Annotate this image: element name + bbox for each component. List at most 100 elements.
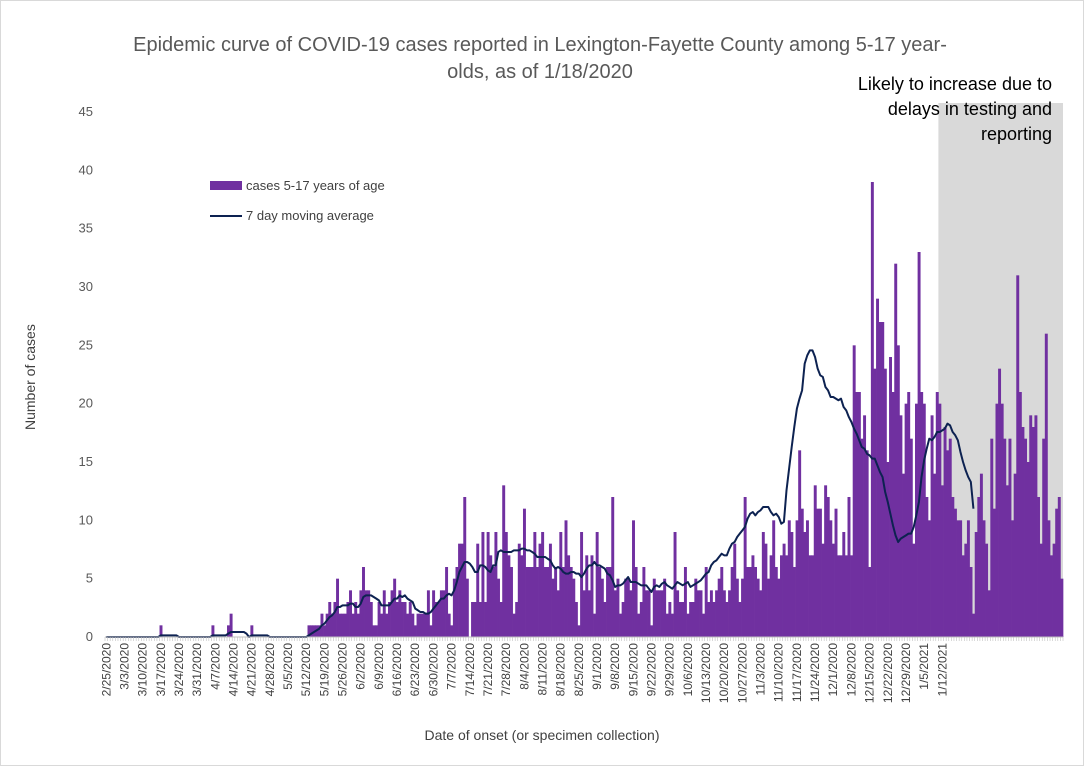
- y-tick-label: 0: [86, 629, 93, 644]
- annotation-line-3: reporting: [980, 124, 1052, 144]
- bar: [800, 508, 804, 637]
- bar: [554, 567, 558, 637]
- bar: [359, 590, 363, 637]
- bar: [541, 532, 545, 637]
- bar: [434, 602, 438, 637]
- bar: [1005, 485, 1009, 637]
- bar: [904, 403, 908, 637]
- bar: [689, 602, 693, 637]
- bar: [655, 590, 659, 637]
- bar: [561, 567, 565, 637]
- x-tick-label: 3/24/2020: [172, 643, 186, 697]
- bar: [751, 555, 755, 637]
- x-tick-label: 9/22/2020: [645, 643, 659, 697]
- bar: [450, 625, 454, 637]
- bar: [486, 532, 490, 637]
- x-tick-label: 11/24/2020: [808, 643, 822, 702]
- bar: [535, 567, 539, 637]
- bar: [746, 567, 750, 637]
- bar: [533, 532, 537, 637]
- bar: [857, 392, 861, 637]
- bar: [868, 567, 872, 637]
- bar: [1047, 520, 1051, 637]
- bar: [642, 567, 646, 637]
- bar: [982, 520, 986, 637]
- bar: [787, 520, 791, 637]
- bar: [458, 543, 462, 637]
- bar: [754, 567, 757, 637]
- bar: [465, 578, 469, 637]
- bar: [437, 602, 441, 637]
- x-tick-label: 6/23/2020: [408, 643, 422, 697]
- bar: [629, 590, 633, 637]
- x-tick-label: 11/3/2020: [754, 643, 768, 696]
- bar: [972, 613, 976, 637]
- bar: [803, 532, 807, 637]
- bar: [442, 590, 446, 637]
- bar: [211, 625, 215, 637]
- bar: [595, 532, 599, 637]
- bar: [865, 450, 869, 637]
- x-tick-label: 9/15/2020: [626, 643, 640, 697]
- bar: [159, 625, 163, 637]
- x-tick-label: 6/9/2020: [372, 643, 386, 690]
- bar: [891, 392, 895, 637]
- x-tick-label: 9/29/2020: [663, 643, 677, 697]
- bar: [860, 438, 864, 637]
- bar: [343, 613, 347, 637]
- bar: [852, 345, 856, 637]
- bar: [683, 567, 687, 637]
- bar: [1029, 415, 1033, 637]
- bar: [992, 508, 996, 637]
- bar: [551, 578, 555, 637]
- bar: [948, 438, 952, 637]
- bar: [657, 590, 661, 637]
- x-tick-label: 8/11/2020: [535, 643, 549, 696]
- bar: [938, 403, 942, 637]
- bar: [447, 613, 451, 637]
- bar: [1052, 543, 1056, 637]
- x-tick-label: 5/12/2020: [299, 643, 313, 697]
- bar: [310, 625, 314, 637]
- bar: [481, 532, 485, 637]
- bar: [419, 613, 423, 637]
- bar: [702, 613, 706, 637]
- x-tick-label: 7/7/2020: [445, 643, 459, 690]
- bar: [354, 602, 358, 637]
- bar: [665, 613, 669, 637]
- bar: [977, 497, 981, 637]
- bar: [1050, 555, 1053, 637]
- bar: [473, 602, 477, 637]
- bar: [372, 625, 376, 637]
- bar: [707, 602, 711, 637]
- bar: [452, 578, 456, 637]
- bar: [525, 567, 529, 637]
- y-tick-label: 35: [79, 221, 93, 236]
- bar: [497, 578, 500, 637]
- bar: [925, 497, 929, 637]
- bar: [681, 602, 685, 637]
- bar: [902, 473, 905, 637]
- bar: [670, 613, 674, 637]
- x-tick-label: 11/10/2020: [772, 643, 786, 702]
- bar: [626, 578, 630, 637]
- bar: [489, 555, 493, 637]
- bar: [826, 497, 830, 637]
- x-tick-label: 5/5/2020: [281, 643, 295, 690]
- bar: [455, 567, 459, 637]
- bar: [1000, 403, 1004, 637]
- bar: [546, 567, 550, 637]
- bar: [733, 543, 737, 637]
- bar: [375, 625, 378, 637]
- bar: [559, 532, 563, 637]
- bar: [510, 567, 513, 637]
- bar: [873, 368, 877, 637]
- y-tick-label: 5: [86, 571, 93, 586]
- x-tick-label: 6/30/2020: [426, 643, 440, 697]
- bar: [413, 625, 417, 637]
- bar: [722, 590, 726, 637]
- legend-item-line: 7 day moving average: [210, 208, 374, 223]
- bar: [834, 508, 838, 637]
- bar: [813, 485, 817, 637]
- bar: [574, 602, 578, 637]
